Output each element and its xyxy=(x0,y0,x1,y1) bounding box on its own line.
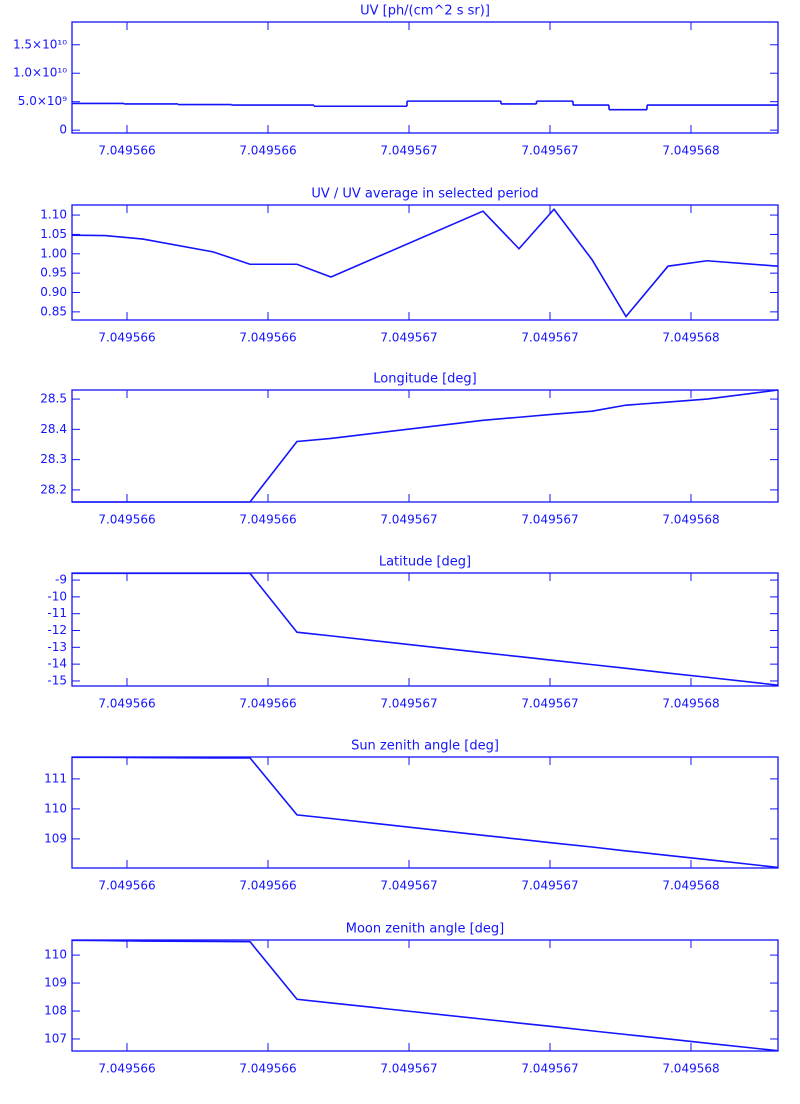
y-tick-label: 107 xyxy=(44,1031,67,1045)
y-tick-label: -11 xyxy=(47,606,67,620)
y-tick-label: 110 xyxy=(44,801,67,815)
plot-frame xyxy=(71,572,779,687)
y-tick-label: 28.2 xyxy=(40,482,67,496)
x-tick-label: 7.049568 xyxy=(662,879,719,893)
plot-frame xyxy=(71,204,779,321)
x-tick-label: 7.049567 xyxy=(521,513,578,527)
y-tick-label: -12 xyxy=(47,623,67,637)
y-tick-label: -14 xyxy=(47,657,67,671)
y-tick-label: 108 xyxy=(44,1004,67,1018)
x-tick-label: 7.049568 xyxy=(662,513,719,527)
y-tick-label: 0.85 xyxy=(40,304,67,318)
x-tick-label: 7.049567 xyxy=(521,879,578,893)
x-tick-label: 7.049568 xyxy=(662,1062,719,1076)
y-tick-label: 1.5×10¹⁰ xyxy=(13,37,67,51)
x-tick-label: 7.049566 xyxy=(239,879,296,893)
x-tick-label: 7.049566 xyxy=(98,1062,155,1076)
data-line xyxy=(72,389,779,503)
x-tick-label: 7.049567 xyxy=(380,513,437,527)
y-tick-label: 110 xyxy=(44,948,67,962)
y-tick-label: 109 xyxy=(44,831,67,845)
chart-title: Sun zenith angle [deg] xyxy=(351,739,499,754)
y-tick-label: -10 xyxy=(47,589,67,603)
plot-frame xyxy=(71,756,779,869)
x-tick-label: 7.049566 xyxy=(239,1062,296,1076)
plot-frame xyxy=(71,389,779,503)
y-tick-label: 0.90 xyxy=(40,285,67,299)
y-tick-label: 28.5 xyxy=(40,392,67,406)
y-tick-label: 5.0×10⁹ xyxy=(18,94,67,108)
x-tick-label: 7.049568 xyxy=(662,144,719,158)
x-tick-label: 7.049567 xyxy=(380,697,437,711)
x-tick-label: 7.049566 xyxy=(239,513,296,527)
chart-title: Longitude [deg] xyxy=(373,372,476,387)
data-line xyxy=(71,939,779,1052)
x-tick-label: 7.049566 xyxy=(98,513,155,527)
x-tick-label: 7.049567 xyxy=(521,331,578,345)
plot-frame xyxy=(71,21,779,134)
x-tick-label: 7.049566 xyxy=(98,697,155,711)
x-tick-label: 7.049566 xyxy=(98,879,155,893)
y-tick-label: -13 xyxy=(47,640,67,654)
y-tick-label: 109 xyxy=(44,976,67,990)
x-tick-label: 7.049567 xyxy=(380,144,437,158)
y-tick-label: 1.00 xyxy=(40,246,67,260)
x-tick-label: 7.049566 xyxy=(98,144,155,158)
y-tick-label: 0 xyxy=(59,123,67,137)
x-tick-label: 7.049567 xyxy=(521,144,578,158)
x-tick-label: 7.049566 xyxy=(98,331,155,345)
x-tick-label: 7.049567 xyxy=(380,1062,437,1076)
x-tick-label: 7.049566 xyxy=(239,331,296,345)
x-tick-label: 7.049568 xyxy=(662,331,719,345)
data-line xyxy=(71,207,779,318)
plot-frame xyxy=(71,939,779,1052)
x-tick-label: 7.049566 xyxy=(239,697,296,711)
x-tick-label: 7.049567 xyxy=(380,331,437,345)
x-tick-label: 7.049566 xyxy=(239,144,296,158)
chart-title: Moon zenith angle [deg] xyxy=(346,922,504,937)
x-tick-label: 7.049567 xyxy=(521,1062,578,1076)
y-tick-label: 111 xyxy=(44,771,67,785)
x-tick-label: 7.049567 xyxy=(380,879,437,893)
chart-title: UV / UV average in selected period xyxy=(311,187,538,202)
chart-title: Latitude [deg] xyxy=(379,555,471,570)
x-tick-label: 7.049568 xyxy=(662,697,719,711)
data-line xyxy=(72,572,779,686)
y-tick-label: 1.05 xyxy=(40,227,67,241)
chart-title: UV [ph/(cm^2 s sr)] xyxy=(360,4,490,19)
y-tick-label: 0.95 xyxy=(40,266,67,280)
data-line xyxy=(72,756,779,869)
y-tick-label: 28.3 xyxy=(40,452,67,466)
y-tick-label: -9 xyxy=(55,573,67,587)
y-tick-label: 1.0×10¹⁰ xyxy=(13,66,67,80)
y-tick-label: 1.10 xyxy=(40,208,67,222)
x-tick-label: 7.049567 xyxy=(521,697,578,711)
y-tick-label: 28.4 xyxy=(40,422,67,436)
y-tick-label: -15 xyxy=(47,673,67,687)
